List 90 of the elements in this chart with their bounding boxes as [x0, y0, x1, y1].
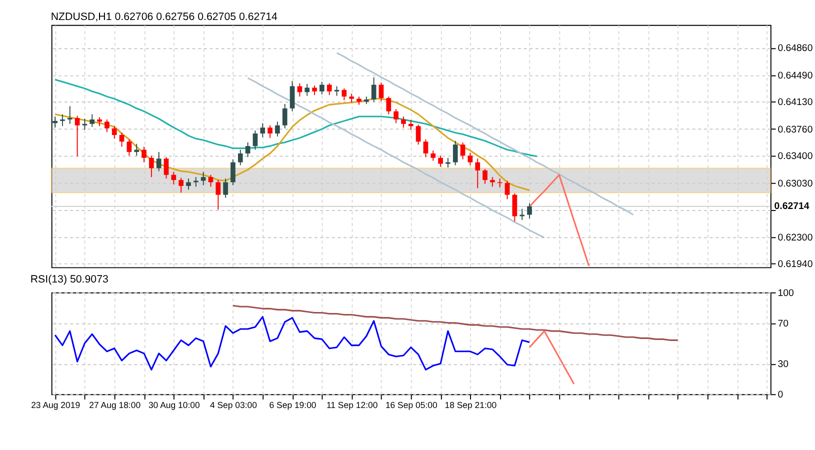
candlestick — [320, 81, 324, 95]
candlestick — [490, 176, 495, 188]
candlestick — [290, 80, 295, 112]
candlestick — [394, 108, 398, 124]
y-tick-label: 0.63030 — [778, 178, 814, 190]
candlestick — [371, 76, 376, 102]
y-tick-label: 100 — [778, 288, 794, 299]
candlestick — [401, 116, 406, 128]
candlestick — [268, 124, 272, 138]
candlestick — [297, 82, 302, 98]
line-series — [528, 174, 590, 266]
candlestick — [260, 122, 266, 138]
y-tick-label: 0.64490 — [778, 70, 814, 82]
y-tick-label: 70 — [778, 318, 790, 330]
candlestick — [171, 171, 176, 185]
candlestick — [312, 85, 317, 96]
candlestick — [475, 158, 480, 189]
line-series — [528, 330, 575, 385]
candlestick — [430, 150, 436, 162]
candlestick — [164, 156, 169, 180]
y-tick-label: 0.63760 — [778, 124, 814, 136]
candlestick — [149, 155, 154, 178]
candlestick — [482, 168, 488, 184]
candlestick — [82, 118, 88, 130]
candlestick — [186, 178, 191, 190]
candlestick — [520, 208, 525, 220]
candlestick — [134, 143, 140, 156]
candlestick — [438, 155, 443, 168]
x-tick-label: 16 Sep 05:00 — [385, 400, 438, 410]
candlestick — [60, 114, 65, 127]
y-tick-label: 30 — [778, 359, 790, 370]
line-series — [54, 316, 530, 370]
candlestick — [104, 118, 110, 133]
candlestick — [423, 138, 428, 158]
candlestick — [126, 138, 132, 156]
candlestick — [156, 151, 162, 172]
candlestick — [216, 180, 221, 210]
line-series — [336, 52, 634, 216]
candlestick — [142, 146, 146, 163]
candlestick — [119, 132, 124, 148]
candlestick — [245, 142, 250, 158]
y-tick-label: 0.64130 — [778, 97, 814, 108]
chart-title: RSI(13) 50.9073 — [30, 274, 108, 286]
candlestick — [282, 103, 288, 129]
candlestick — [512, 192, 518, 222]
candlestick — [252, 130, 258, 150]
candlestick — [304, 84, 310, 96]
y-tick-label: 0.63400 — [778, 151, 814, 162]
candlestick — [208, 174, 214, 188]
y-tick-label: 0 — [778, 390, 784, 401]
line-series — [54, 78, 538, 158]
y-tick-label: 0.61940 — [778, 258, 814, 270]
chart-title: NZDUSD,H1 0.62706 0.62756 0.62705 0.62714 — [50, 11, 278, 24]
x-tick-label: 11 Sep 12:00 — [326, 400, 378, 410]
candlestick — [67, 106, 72, 124]
y-tick-label: 0.62300 — [778, 232, 814, 244]
y-tick-label: 0.64860 — [778, 43, 814, 54]
x-tick-label: 4 Sep 03:00 — [210, 400, 258, 410]
candlestick — [386, 96, 392, 115]
candlestick — [378, 82, 384, 102]
candlestick — [504, 180, 510, 200]
candlestick — [90, 114, 95, 128]
candlestick — [416, 124, 421, 146]
candlestick — [326, 82, 332, 96]
candlestick — [223, 178, 228, 198]
candlestick — [238, 149, 243, 166]
x-tick-label: 23 Aug 2019 — [31, 400, 80, 410]
ref-line-label: 0.62714 — [774, 201, 810, 212]
line-series — [232, 304, 679, 341]
candlestick — [178, 177, 184, 194]
candlestick — [334, 86, 340, 96]
candlestick — [497, 178, 502, 188]
candlestick — [527, 202, 532, 219]
candlestick — [408, 120, 414, 130]
candlestick — [200, 171, 206, 186]
candlestick — [74, 115, 80, 157]
x-tick-label: 18 Sep 21:00 — [444, 400, 497, 410]
x-tick-label: 27 Aug 18:00 — [89, 400, 141, 410]
candlestick — [446, 157, 450, 168]
candlestick — [52, 116, 58, 128]
candlestick — [468, 152, 473, 166]
candlestick — [452, 140, 458, 166]
candlestick — [230, 158, 236, 186]
candlestick — [342, 88, 347, 101]
candlestick — [275, 121, 280, 137]
x-tick-label: 30 Aug 10:00 — [148, 400, 200, 410]
candlestick — [460, 142, 466, 160]
candlestick — [112, 126, 117, 140]
line-series — [247, 77, 546, 238]
x-tick-label: 6 Sep 19:00 — [269, 400, 316, 410]
